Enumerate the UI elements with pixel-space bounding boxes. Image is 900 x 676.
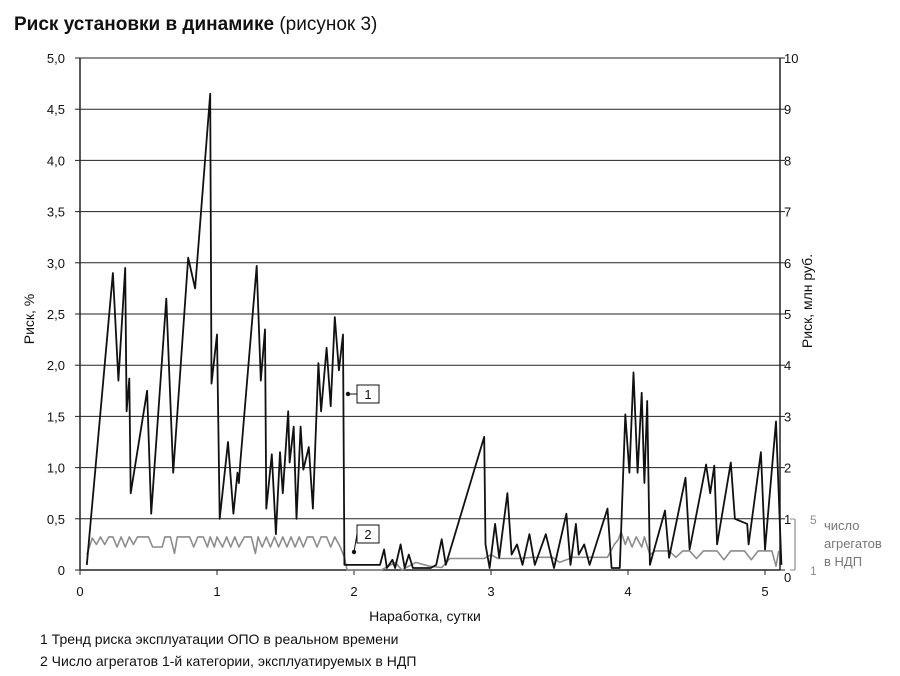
callout-2-box [356,524,380,544]
callouts: 12 [345,384,380,555]
y-left-tick-label: 1,0 [47,461,65,476]
y-right-tick-label: 6 [784,256,791,271]
y-right-tick-label: 3 [784,409,791,424]
grid-lines [80,57,780,520]
x-tick-label: 3 [487,584,494,599]
series-layer [85,92,783,571]
x-axis-label: Наработка, сутки [369,608,481,624]
x-axis-ticks: 0 1 2 3 4 5 [76,570,769,599]
y-right2-tick-label: 5 [810,513,817,527]
y-left-tick-label: 4,5 [47,102,65,117]
y-axis-right2-label: число агрегатов в НДП [824,518,882,569]
y-left-tick-label: 1,5 [47,409,65,424]
y-left-tick-label: 4,0 [47,153,65,168]
chart-title-bold: Риск установки в динамике [14,14,275,35]
y-right-tick-label: 10 [784,51,798,66]
callout-2-label: 2 [364,527,371,542]
y-left-tick-label: 0 [58,563,65,578]
chart-title: Риск установки в динамике (рисунок 3) [14,14,377,36]
y-right2-tick-label: 1 [810,564,817,578]
y-left-tick-label: 3,5 [47,205,65,220]
y-left-tick-label: 0,5 [47,512,65,527]
x-tick-label: 2 [350,584,357,599]
y-right-tick-label: 2 [784,461,791,476]
y-right-tick-label: 0 [784,570,791,585]
y-axis-right-ticks: 0 1 2 3 4 5 6 7 8 9 10 [780,51,798,585]
y-left-tick-label: 2,0 [47,358,65,373]
y-right-tick-label: 1 [784,512,791,527]
x-tick-label: 4 [624,584,631,599]
chart-title-rest: (рисунок 3) [279,14,378,35]
legend-item-2: 2 Число агрегатов 1-й категории, эксплуа… [40,653,417,669]
y-right-tick-label: 5 [784,307,791,322]
x-tick-label: 1 [213,584,220,599]
legend-item-1: 1 Тренд риска эксплуатации ОПО в реально… [40,631,399,647]
y-axis-right2-ticks: 15 [790,513,817,578]
y-axis-right-label: Риск, млн руб. [799,254,815,348]
y-axis-left-label: Риск, % [21,294,37,345]
y-left-tick-label: 3,0 [47,256,65,271]
series-1-line [85,92,783,569]
x-tick-label: 0 [76,584,83,599]
callout-1-label: 1 [364,387,371,402]
series-2-line [86,530,780,571]
x-tick-label: 5 [761,584,768,599]
y-right-tick-label: 4 [784,358,791,373]
callout-1-box [356,384,380,404]
y-left-tick-label: 2,5 [47,307,65,322]
y-axis-left-ticks: 0 0,5 1,0 1,5 2,0 2,5 3,0 3,5 4,0 4,5 5,0 [47,51,80,578]
chart-area: 00,51,01,52,02,53,03,54,04,55,0 01234567… [21,51,882,624]
y-right-tick-label: 7 [784,205,791,220]
y-right-tick-label: 8 [784,153,791,168]
y-right-tick-label: 9 [784,102,791,117]
y-left-tick-label: 5,0 [47,51,65,66]
